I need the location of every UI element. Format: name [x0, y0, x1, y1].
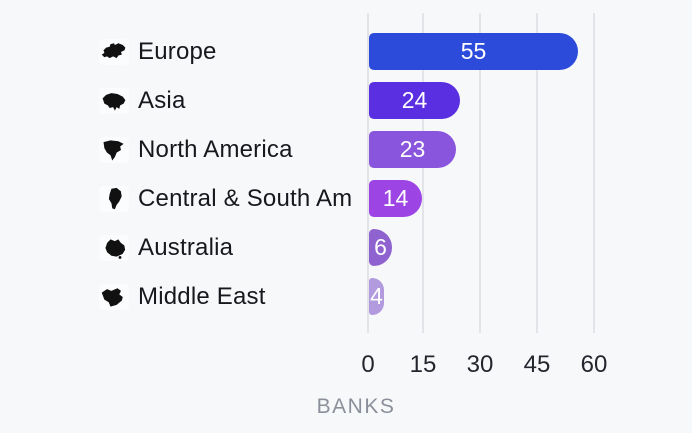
chart-row-north-america: North America 23 — [0, 125, 692, 174]
bar-north-america: 23 — [369, 131, 456, 168]
category-label: Australia — [138, 233, 234, 261]
bar-track: 6 — [367, 229, 692, 266]
category-australia: Australia — [0, 234, 367, 262]
category-label: Europe — [138, 37, 217, 65]
category-central-south-america: Central & South Am — [0, 185, 367, 213]
category-label: Asia — [138, 86, 186, 114]
australia-map-icon — [99, 234, 129, 261]
x-tick-15: 15 — [409, 351, 437, 378]
bar-middle-east: 4 — [369, 278, 384, 315]
gridline-60 — [593, 13, 595, 333]
x-axis-title: BANKS — [316, 395, 396, 418]
bar-value: 24 — [401, 87, 428, 113]
bar-track: 4 — [367, 278, 692, 315]
europe-map-icon — [99, 38, 129, 65]
x-tick-30: 30 — [466, 351, 494, 378]
bar-central-south-america: 14 — [369, 180, 422, 217]
bar-track: 14 — [367, 180, 692, 217]
central-south-america-map-icon — [99, 185, 129, 212]
bar-value: 4 — [370, 283, 383, 309]
chart-row-europe: Europe 55 — [0, 27, 692, 76]
chart-row-australia: Australia 6 — [0, 223, 692, 272]
bar-value: 14 — [382, 185, 409, 211]
chart-row-central-south-america: Central & South Am 14 — [0, 174, 692, 223]
x-tick-0: 0 — [361, 351, 375, 378]
bar-track: 24 — [367, 82, 692, 119]
middle-east-map-icon — [99, 283, 129, 310]
bar-value: 6 — [374, 234, 387, 260]
category-middle-east: Middle East — [0, 283, 367, 311]
category-north-america: North America — [0, 136, 367, 164]
gridline-15 — [422, 13, 424, 333]
x-tick-45: 45 — [523, 351, 551, 378]
bar-asia: 24 — [369, 82, 460, 119]
bar-track: 55 — [367, 33, 692, 70]
bar-value: 23 — [399, 136, 426, 162]
category-asia: Asia — [0, 87, 367, 115]
chart-row-asia: Asia 24 — [0, 76, 692, 125]
bar-value: 55 — [460, 38, 487, 64]
chart-row-middle-east: Middle East 4 — [0, 272, 692, 321]
category-label: Central & South Am — [138, 184, 353, 212]
x-axis-ticks: 0 15 30 45 60 — [361, 351, 607, 379]
category-europe: Europe — [0, 38, 367, 66]
category-label: Middle East — [138, 282, 266, 310]
gridline-0 — [367, 13, 369, 333]
x-tick-60: 60 — [580, 351, 608, 378]
chart-rows: Europe 55 Asia 24 North America — [0, 27, 692, 321]
gridline-45 — [536, 13, 538, 333]
bar-australia: 6 — [369, 229, 392, 266]
asia-map-icon — [99, 87, 129, 114]
north-america-map-icon — [99, 136, 129, 163]
bar-europe: 55 — [369, 33, 578, 70]
category-label: North America — [138, 135, 293, 163]
gridline-30 — [479, 13, 481, 333]
bar-track: 23 — [367, 131, 692, 168]
plot-area — [367, 13, 595, 333]
